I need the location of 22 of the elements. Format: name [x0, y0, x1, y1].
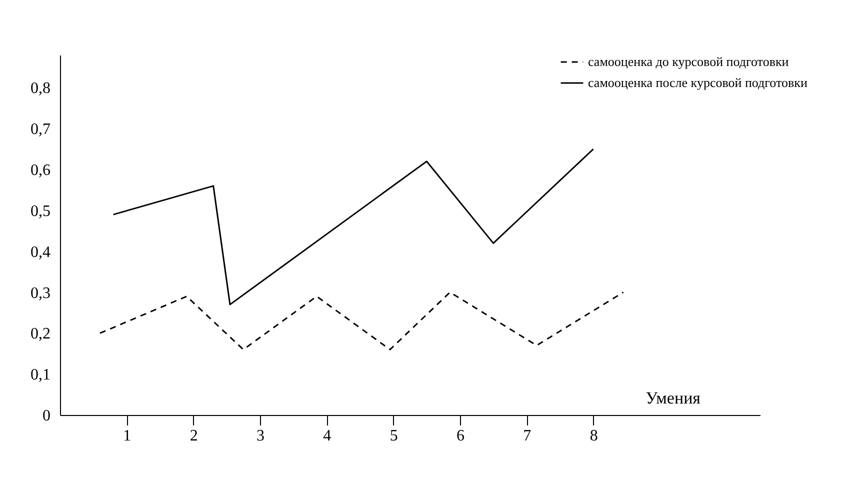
line-series — [112, 148, 594, 306]
x-tick-label: 2 — [190, 428, 198, 444]
x-tick-label: 4 — [323, 428, 332, 444]
x-tick-label: 6 — [456, 428, 464, 444]
x-tick-label: 8 — [590, 428, 598, 444]
legend-label: самооценка до курсовой подготовки — [588, 54, 789, 69]
y-tick-label: 0,5 — [30, 202, 50, 220]
legend-label: самооценка после курсовой подготовки — [588, 75, 808, 90]
x-tick-label: 7 — [523, 428, 532, 444]
y-tick-label: 0,8 — [30, 80, 50, 98]
y-tick-label: 0,6 — [30, 162, 50, 180]
y-tick-label: 0 — [42, 408, 50, 424]
x-tick-label: 1 — [123, 428, 132, 444]
y-tick-label: 0,4 — [30, 244, 50, 261]
y-tick-label: 0,2 — [30, 326, 50, 343]
x-tick-label: 5 — [390, 428, 398, 444]
x-axis-title: Умения — [646, 388, 701, 408]
y-tick-label: 0,3 — [30, 284, 50, 302]
y-tick-label: 0,7 — [30, 121, 50, 138]
y-tick-label: 0,1 — [30, 366, 50, 384]
x-tick-label: 3 — [256, 428, 264, 444]
line-series — [99, 292, 624, 350]
